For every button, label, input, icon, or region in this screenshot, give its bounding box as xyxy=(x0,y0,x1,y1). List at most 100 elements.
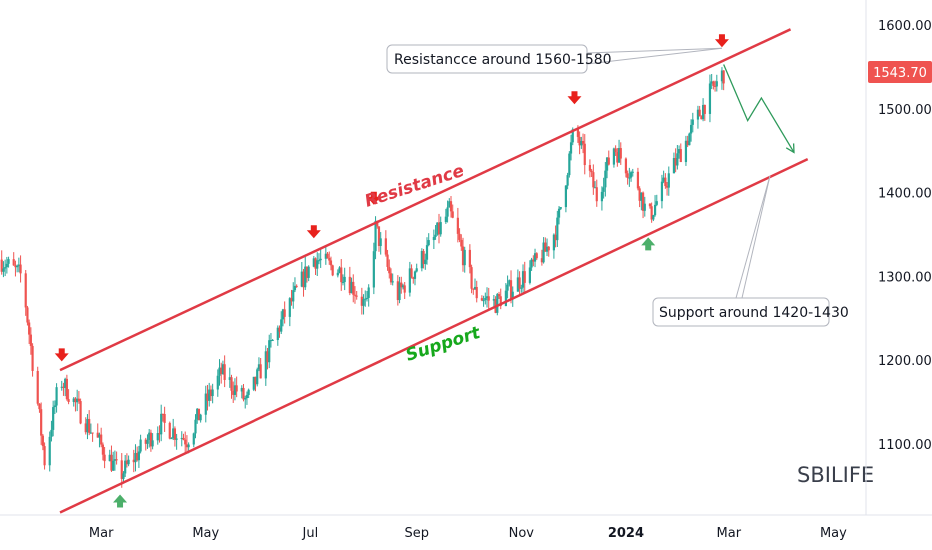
candle xyxy=(437,213,441,244)
candle-body xyxy=(60,386,63,388)
candle xyxy=(391,273,394,286)
candle xyxy=(422,248,425,269)
candle xyxy=(300,262,303,288)
candle-body xyxy=(41,435,44,447)
resistance-arrow-icon xyxy=(306,225,321,239)
candle-body xyxy=(98,434,101,438)
candle xyxy=(288,297,291,327)
candle xyxy=(331,264,334,277)
callout-leaders xyxy=(586,47,771,299)
candle-body xyxy=(211,389,214,397)
candle-body xyxy=(655,201,658,205)
candle-body xyxy=(470,267,473,289)
candle-body xyxy=(492,299,495,301)
candle-body xyxy=(348,276,351,294)
candle-body xyxy=(329,260,333,266)
candle-body xyxy=(293,285,297,291)
candle xyxy=(74,397,77,412)
candle-body xyxy=(36,370,39,404)
candle xyxy=(199,413,202,423)
candle xyxy=(29,327,32,355)
candle-body xyxy=(52,407,55,430)
candle-body xyxy=(40,409,43,436)
support-callout[interactable]: Support around 1420-1430 xyxy=(652,297,849,327)
candle-body xyxy=(144,439,147,444)
candle xyxy=(547,246,550,257)
swing-markers xyxy=(54,34,729,508)
candle-body xyxy=(643,203,646,211)
candle-body xyxy=(422,250,425,265)
candle-body xyxy=(461,246,465,266)
candle-body xyxy=(456,217,459,234)
resistance-callout[interactable]: Resistancce around 1560-1580 xyxy=(386,44,612,74)
candle xyxy=(91,432,94,442)
candle-body xyxy=(338,267,341,273)
candle-body xyxy=(360,296,363,306)
candle-body xyxy=(355,295,358,297)
candle xyxy=(307,265,310,282)
candle xyxy=(134,444,137,472)
candle xyxy=(12,252,15,266)
candle xyxy=(31,343,34,377)
candle xyxy=(302,268,305,297)
candle xyxy=(269,333,273,348)
candle xyxy=(173,426,177,447)
candle xyxy=(151,433,154,450)
candle xyxy=(710,73,713,90)
candle xyxy=(259,358,262,379)
candle-body xyxy=(499,296,502,307)
candle-body xyxy=(564,185,568,208)
candle-body xyxy=(136,452,139,461)
resistance-trendline[interactable] xyxy=(59,28,792,372)
candle-body xyxy=(290,298,293,302)
candle xyxy=(89,423,92,434)
candle xyxy=(55,383,58,413)
candle xyxy=(295,284,298,288)
candle-body xyxy=(545,246,549,252)
candle xyxy=(439,216,442,237)
candle-body xyxy=(242,387,245,400)
candle xyxy=(641,191,645,219)
candle xyxy=(484,292,487,305)
candle-body xyxy=(2,268,5,272)
candle xyxy=(655,194,658,207)
candle-body xyxy=(252,376,255,390)
candle-body xyxy=(103,454,106,462)
candle-body xyxy=(208,389,211,401)
time-axis[interactable]: Mar May Jul Sep Nov 2024 Mar May xyxy=(89,526,847,541)
candle xyxy=(557,206,561,225)
candle-body xyxy=(614,148,617,153)
candle-body xyxy=(96,432,99,438)
candle xyxy=(715,74,718,92)
candle xyxy=(650,202,653,223)
candle-body xyxy=(607,157,610,165)
price-axis[interactable]: 1600.00 1500.00 1400.00 1300.00 1200.00 1100.… xyxy=(878,19,932,453)
candle-body xyxy=(386,254,389,267)
candle-body xyxy=(232,390,235,395)
candle xyxy=(7,256,10,268)
candle xyxy=(581,133,585,154)
candle-body xyxy=(125,460,128,465)
candle xyxy=(137,445,141,468)
candle xyxy=(662,170,665,184)
candle xyxy=(535,252,538,260)
candle-body xyxy=(413,271,417,279)
candle xyxy=(305,266,309,283)
projection-path[interactable] xyxy=(723,64,795,153)
price-tick-label: 1500.00 xyxy=(878,103,932,118)
candle-body xyxy=(420,250,423,269)
candle-body xyxy=(223,364,226,380)
candle xyxy=(614,145,617,156)
candle xyxy=(352,274,355,303)
candle xyxy=(19,255,22,283)
candle xyxy=(228,367,231,388)
candle xyxy=(412,276,415,284)
candle xyxy=(436,222,439,236)
candle xyxy=(475,280,478,303)
support-trendline[interactable] xyxy=(59,157,809,514)
candle xyxy=(136,446,139,462)
candle-body xyxy=(364,298,367,300)
candle-body xyxy=(508,280,511,285)
candle-body xyxy=(233,385,237,395)
